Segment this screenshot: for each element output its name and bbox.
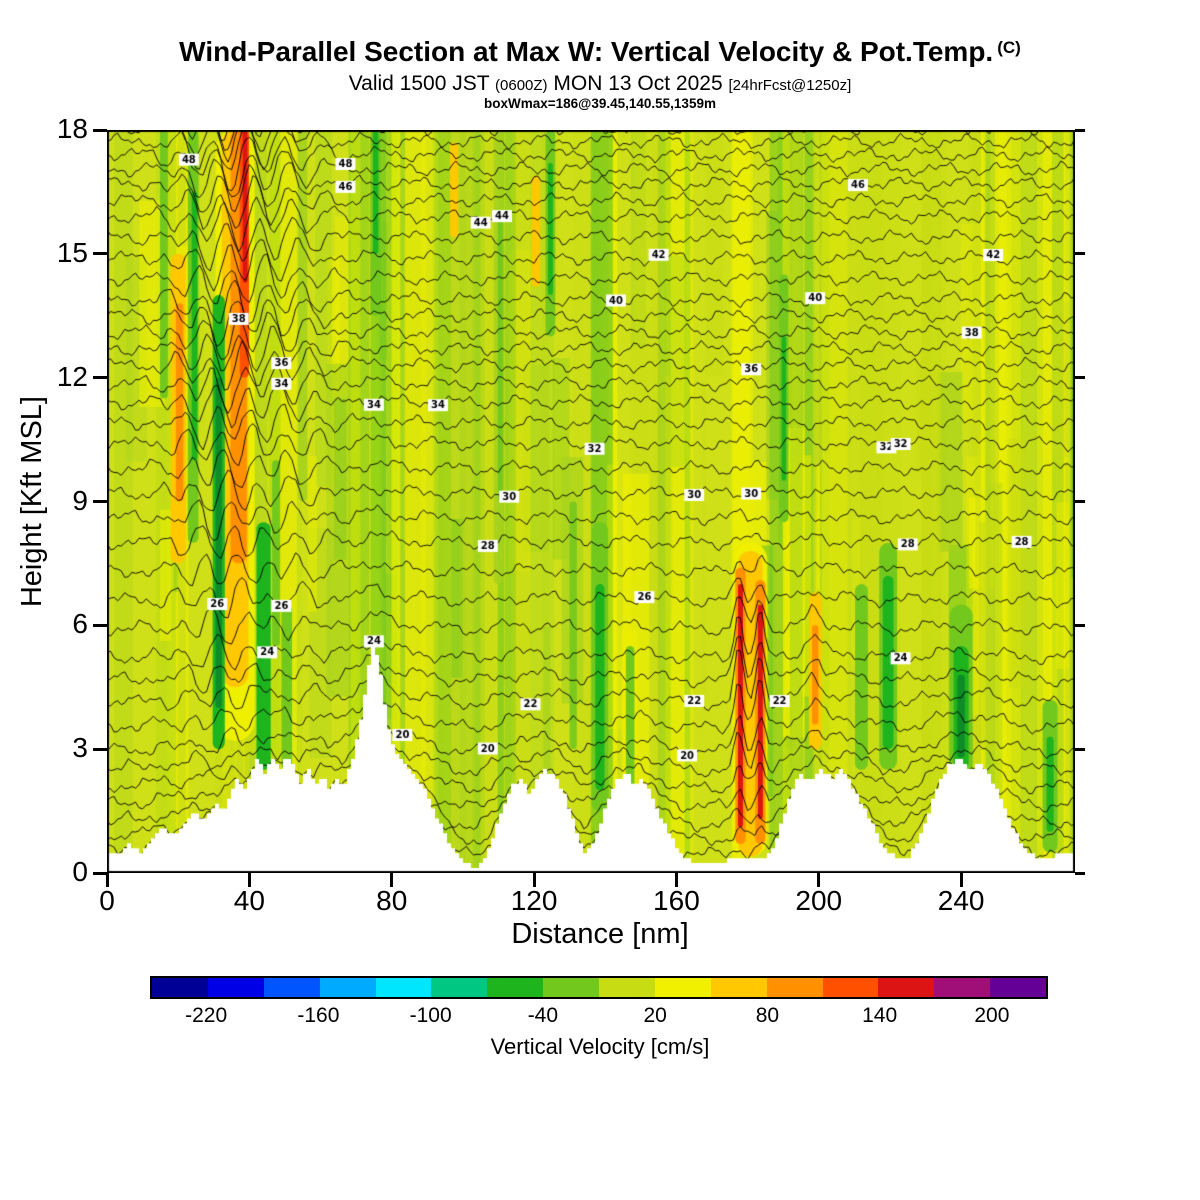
colorbar-segment: [934, 978, 991, 997]
y-tick-label: 18: [56, 113, 88, 144]
y-tick: [93, 871, 107, 875]
y-tick-right: [1075, 500, 1085, 503]
x-tick: [390, 873, 394, 887]
colorbar-segment: [487, 978, 544, 997]
colorbar-segment: [543, 978, 599, 997]
y-tick: [93, 376, 107, 380]
colorbar-tick-label: -100: [409, 1004, 452, 1027]
forecast-tag: [24hrFcst@1250z]: [728, 77, 852, 94]
chart-title-unit: (C): [997, 38, 1021, 57]
y-tick-right: [1075, 623, 1085, 627]
colorbar-tick-label: 20: [643, 1004, 667, 1027]
y-tick: [93, 500, 107, 503]
colorbar-tick-label: -220: [185, 1004, 228, 1027]
x-tick-label: 160: [653, 885, 700, 916]
x-tick: [532, 873, 536, 887]
x-tick-label: 120: [510, 885, 558, 916]
x-tick-label: 200: [795, 885, 843, 916]
x-tick-label: 240: [937, 885, 985, 916]
y-tick-label: 3: [72, 732, 88, 764]
y-tick-label: 12: [56, 360, 88, 392]
x-tick: [247, 873, 251, 887]
valid-date: MON 13 Oct 2025: [553, 72, 723, 95]
chart-title-text: Wind-Parallel Section at Max W: Vertical…: [179, 36, 994, 67]
colorbar-tick-label: -160: [297, 1004, 340, 1027]
y-tick-label: 6: [72, 608, 88, 640]
wmax-annotation: boxWmax=186@39.45,140.55,1359m: [484, 96, 716, 111]
y-tick-right: [1075, 252, 1085, 256]
colorbar-segment: [710, 978, 767, 997]
x-tick: [959, 873, 963, 887]
cross-section-canvas: [107, 130, 1075, 873]
plot-area: [107, 130, 1075, 873]
x-tick-label: 80: [376, 885, 408, 916]
colorbar-segment: [263, 978, 320, 997]
x-tick: [674, 873, 678, 887]
y-tick: [93, 623, 107, 627]
y-tick-label: 0: [72, 856, 88, 887]
y-tick: [93, 252, 107, 256]
colorbar-segment: [990, 978, 1046, 997]
chart-valid-line: Valid 1500 JST (0600Z) MON 13 Oct 2025 […: [0, 72, 1200, 96]
colorbar-tick-label: 140: [862, 1004, 898, 1027]
y-tick-right: [1075, 376, 1085, 380]
colorbar-tick-label: 80: [755, 1004, 780, 1027]
chart-title: Wind-Parallel Section at Max W: Vertical…: [0, 36, 1200, 68]
colorbar-tick-label: 200: [974, 1004, 1010, 1027]
colorbar-tick-label: -40: [527, 1004, 559, 1027]
y-tick-right: [1075, 871, 1085, 875]
colorbar-segment: [822, 978, 879, 997]
colorbar-gradient: [150, 976, 1048, 999]
y-tick-label: 9: [72, 484, 88, 516]
colorbar-segment: [878, 978, 935, 997]
colorbar-segment: [766, 978, 823, 997]
x-tick: [817, 873, 821, 887]
colorbar-segment: [152, 978, 208, 997]
x-tick-label: 40: [233, 885, 265, 916]
colorbar-label: Vertical Velocity [cm/s]: [490, 1034, 710, 1059]
valid-prefix: Valid 1500 JST: [348, 72, 490, 95]
x-tick: [105, 873, 109, 887]
colorbar-segment: [375, 978, 432, 997]
colorbar-segment: [207, 978, 264, 997]
colorbar-segment: [431, 978, 488, 997]
y-tick-label: 15: [56, 236, 88, 268]
colorbar: -220 -160 -100 -40 20 80 140 200: [150, 976, 1048, 1046]
colorbar-segment: [654, 978, 711, 997]
y-tick-right: [1075, 747, 1085, 751]
y-tick: [93, 128, 107, 132]
valid-utc: (0600Z): [495, 77, 548, 94]
x-tick-label: 0: [99, 885, 115, 916]
y-tick-right: [1075, 128, 1085, 132]
colorbar-segment: [319, 978, 376, 997]
x-axis-label: Distance [nm]: [511, 918, 689, 950]
colorbar-segment: [599, 978, 655, 997]
y-tick: [93, 747, 107, 751]
